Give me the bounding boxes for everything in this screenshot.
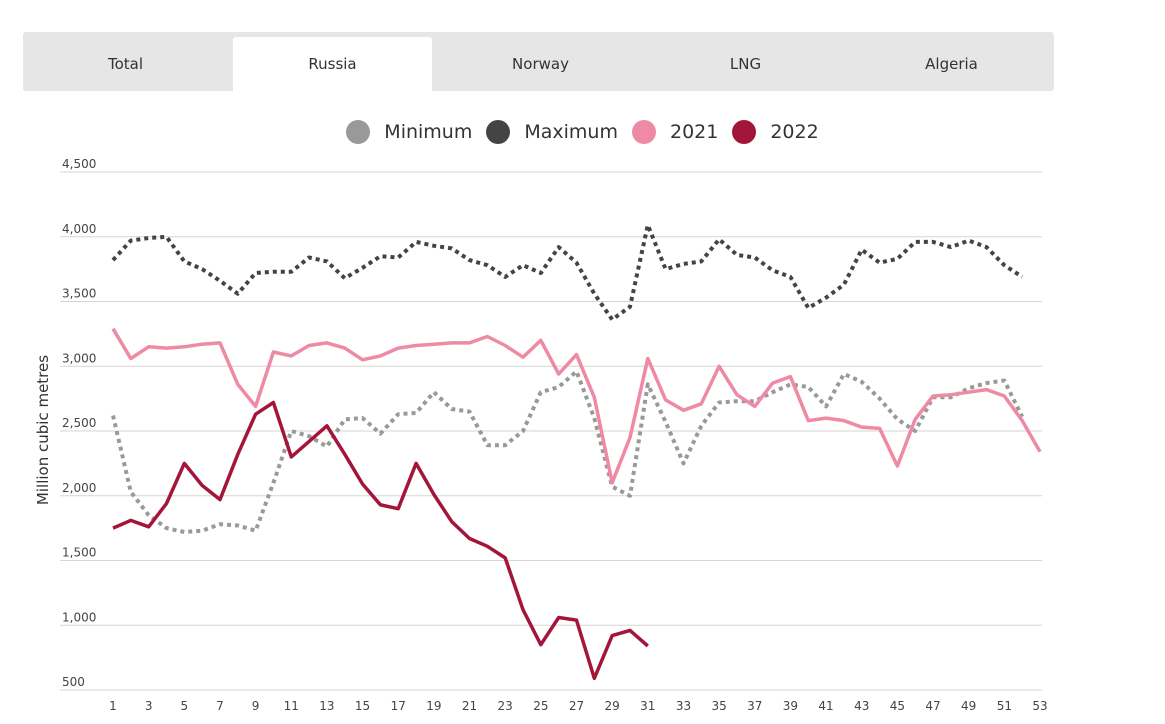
y-axis-label: Million cubic metres [34,355,52,505]
x-tick-label: 33 [676,699,691,713]
x-tick-label: 37 [747,699,762,713]
x-axis-ticks: 1 3 5 7 9 11 13 15 17 19 21 23 25 27 29 31 33 35 37 39 41 43 4… [109,699,1047,713]
gridlines [60,171,1042,691]
x-tick-label: 13 [319,699,334,713]
tab-norway[interactable]: Norway [438,37,643,91]
legend-dot-2021 [631,120,656,144]
y-axis-ticks: 500 1,000 1,500 2,000 2,500 3,000 3,500 4,000 4,… [62,157,96,689]
legend-label-minimum: Minimum [384,121,473,143]
legend-dot-2022 [732,120,757,144]
series-line-2021[interactable] [111,327,1042,485]
x-tick-label: 15 [355,699,370,713]
x-tick-label: 5 [180,699,188,713]
y-tick-label: 3,000 [62,351,96,365]
legend-item-2022[interactable]: 2022 [732,120,819,144]
tab-total-label: Total [107,55,144,73]
series-line-maximum[interactable] [111,223,1024,322]
legend-item-2021[interactable]: 2021 [631,120,719,144]
tab-russia[interactable]: Russia [233,37,432,91]
tab-algeria-label: Algeria [925,55,978,73]
x-tick-label: 53 [1032,699,1047,713]
tab-algeria[interactable]: Algeria [849,37,1054,91]
y-tick-label: 3,500 [62,287,96,301]
legend-label-2021: 2021 [669,121,719,143]
y-tick-label: 4,000 [62,222,96,236]
legend-label-maximum: Maximum [524,121,618,143]
tab-lng[interactable]: LNG [643,37,848,91]
x-tick-label: 19 [426,699,441,713]
x-tick-label: 43 [854,699,869,713]
x-tick-label: 41 [818,699,833,713]
y-tick-label: 500 [62,675,85,689]
x-tick-label: 45 [890,699,905,713]
x-tick-label: 11 [284,699,299,713]
x-tick-label: 49 [961,699,976,713]
chart-series [111,223,1042,681]
legend-dot-maximum [486,120,511,144]
y-tick-label: 2,000 [62,481,96,495]
x-tick-label: 29 [605,699,620,713]
y-tick-label: 1,000 [62,610,96,624]
chart-legend: Minimum Maximum 2021 2022 [0,120,1165,144]
tab-total[interactable]: Total [23,37,228,91]
tab-lng-label: LNG [729,55,762,73]
x-tick-label: 39 [783,699,798,713]
x-tick-label: 47 [925,699,940,713]
x-tick-label: 25 [533,699,548,713]
region-tab-bar: Total Russia Norway LNG Algeria [23,32,1054,91]
legend-item-maximum[interactable]: Maximum [486,120,618,144]
x-tick-label: 9 [252,699,260,713]
x-tick-label: 23 [498,699,513,713]
x-tick-label: 51 [997,699,1012,713]
x-tick-label: 1 [109,699,117,713]
legend-label-2022: 2022 [770,121,819,143]
x-tick-label: 35 [711,699,726,713]
tab-russia-label: Russia [308,55,357,73]
legend-item-minimum[interactable]: Minimum [346,120,472,144]
y-tick-label: 2,500 [62,416,96,430]
series-line-2022[interactable] [112,400,649,681]
tab-norway-label: Norway [512,55,569,73]
y-tick-label: 4,500 [62,157,96,171]
x-tick-label: 21 [462,699,477,713]
x-tick-label: 3 [145,699,153,713]
x-tick-label: 27 [569,699,584,713]
legend-dot-minimum [346,120,371,144]
y-tick-label: 1,500 [62,546,96,560]
series-line-minimum[interactable] [111,369,1024,534]
x-tick-label: 31 [640,699,655,713]
x-tick-label: 7 [216,699,224,713]
x-tick-label: 17 [391,699,406,713]
